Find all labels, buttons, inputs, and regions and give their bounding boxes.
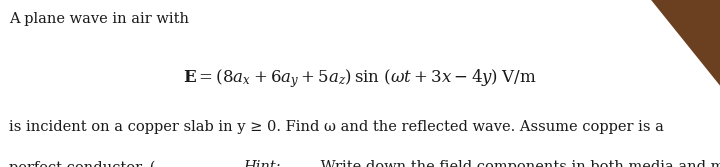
Polygon shape (644, 0, 720, 104)
Text: is incident on a copper slab in y ≥ 0. Find ω and the reflected wave. Assume cop: is incident on a copper slab in y ≥ 0. F… (9, 120, 664, 134)
Text: Write down the field components in both media and match the: Write down the field components in both … (316, 160, 720, 167)
Text: A plane wave in air with: A plane wave in air with (9, 12, 189, 26)
Text: $\mathbf{E} = (8a_x + 6a_y + 5a_z)\,\sin\,(\omega t + 3x - 4y)\;\mathrm{V/m}$: $\mathbf{E} = (8a_x + 6a_y + 5a_z)\,\sin… (183, 67, 537, 90)
Text: Hint:: Hint: (243, 160, 281, 167)
Text: perfect conductor. (: perfect conductor. ( (9, 160, 155, 167)
